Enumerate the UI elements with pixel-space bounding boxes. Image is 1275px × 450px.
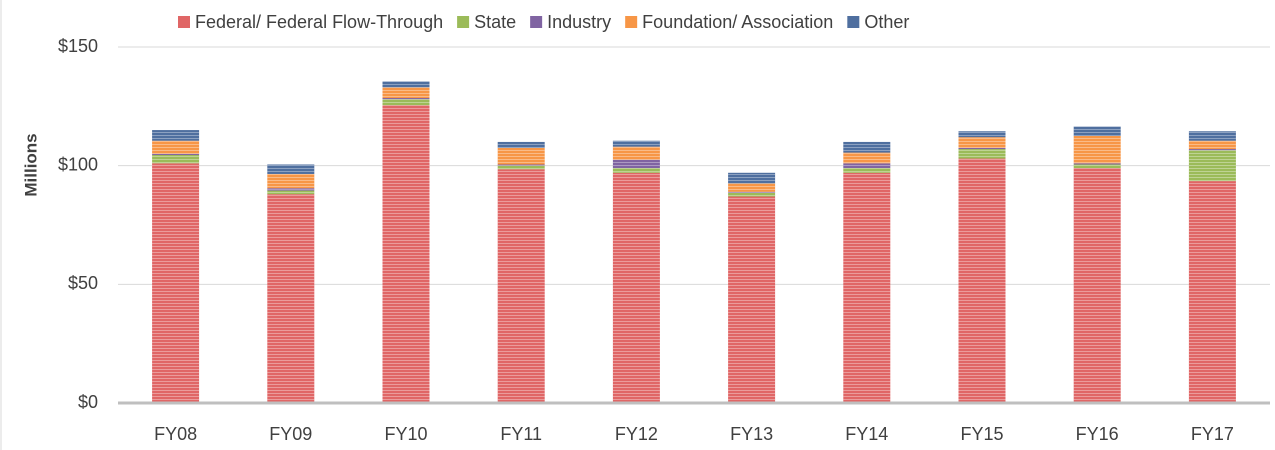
- legend-swatch: [847, 16, 860, 28]
- bar-texture: [728, 196, 776, 403]
- bar-texture: [152, 154, 200, 164]
- bar-texture: [728, 192, 776, 197]
- x-tick-label: FY10: [384, 424, 427, 444]
- bar-texture: [267, 173, 315, 189]
- x-tick-label: FY15: [960, 424, 1003, 444]
- x-tick-label: FY11: [500, 424, 542, 444]
- x-tick-label: FY08: [154, 424, 197, 444]
- bar-texture: [1073, 126, 1121, 136]
- bar-texture: [267, 190, 315, 195]
- bar-texture: [497, 169, 545, 403]
- bar-texture: [267, 194, 315, 403]
- legend-label: Industry: [547, 12, 611, 32]
- legend-swatch: [530, 16, 543, 28]
- bar-texture: [1188, 140, 1236, 150]
- bar-texture: [958, 131, 1006, 138]
- x-tick-label: FY14: [845, 424, 888, 444]
- x-tick-label: FY09: [269, 424, 312, 444]
- bar-texture: [1073, 168, 1121, 403]
- bar-texture: [728, 191, 776, 193]
- y-tick-label: $150: [58, 36, 98, 56]
- bar-texture: [843, 168, 891, 173]
- bar-texture: [843, 163, 891, 169]
- bar-texture: [612, 168, 660, 173]
- bar-texture: [843, 141, 891, 153]
- y-tick-label: $100: [58, 154, 98, 174]
- bar-texture: [152, 130, 200, 141]
- bar-texture: [1188, 150, 1236, 182]
- bar-texture: [1073, 136, 1121, 164]
- bar-texture: [382, 99, 430, 106]
- bar-texture: [958, 137, 1006, 148]
- bar-texture: [612, 159, 660, 169]
- bar-texture: [382, 98, 430, 100]
- legend-swatch: [457, 16, 470, 28]
- legend-label: Federal/ Federal Flow-Through: [195, 12, 443, 32]
- y-tick-label: $50: [68, 273, 98, 293]
- bar-texture: [497, 164, 545, 166]
- x-tick-label: FY16: [1076, 424, 1119, 444]
- bar-texture: [152, 153, 200, 155]
- bar-texture: [958, 158, 1006, 403]
- bar-texture: [1188, 181, 1236, 403]
- bar-texture: [1073, 164, 1121, 169]
- legend-swatch: [625, 16, 638, 28]
- bar-texture: [728, 183, 776, 192]
- bar-texture: [1188, 131, 1236, 141]
- x-tick-label: FY17: [1191, 424, 1234, 444]
- bar-texture: [267, 164, 315, 174]
- bar-texture: [382, 81, 430, 88]
- bar-texture: [382, 87, 430, 99]
- y-axis-label: Millions: [21, 133, 40, 196]
- legend-label: Other: [864, 12, 909, 32]
- x-tick-label: FY12: [615, 424, 658, 444]
- bar-texture: [267, 188, 315, 191]
- bar-texture: [1188, 149, 1236, 151]
- bar-texture: [497, 141, 545, 148]
- bar-texture: [728, 172, 776, 184]
- bar-texture: [1073, 163, 1121, 165]
- bar-texture: [958, 147, 1006, 150]
- bar-texture: [843, 152, 891, 164]
- legend-swatch: [178, 16, 190, 28]
- bar-texture: [497, 165, 545, 170]
- bar-texture: [843, 172, 891, 403]
- bar-texture: [497, 147, 545, 165]
- bar-texture: [612, 146, 660, 160]
- x-tick-label: FY13: [730, 424, 773, 444]
- bar-texture: [612, 172, 660, 403]
- bar-texture: [958, 149, 1006, 159]
- bar-texture: [612, 140, 660, 147]
- bar-texture: [152, 163, 200, 403]
- legend-label: State: [474, 12, 516, 32]
- bar-texture: [152, 140, 200, 154]
- y-tick-label: $0: [78, 392, 98, 412]
- legend-label: Foundation/ Association: [642, 12, 833, 32]
- bar-texture: [382, 105, 430, 403]
